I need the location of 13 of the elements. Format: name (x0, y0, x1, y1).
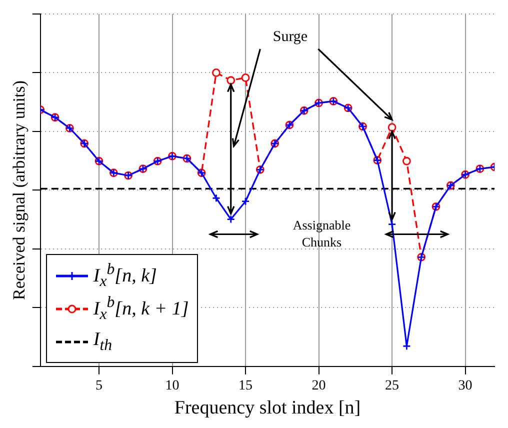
text: Surge (272, 28, 308, 45)
annotation: Assignable Chunks (292, 218, 351, 250)
legend-label: I$_{th}$ (93, 328, 112, 355)
x-tick-label: 10 (165, 378, 180, 394)
x-tick-label: 30 (458, 378, 472, 394)
x-tick-label: 25 (385, 378, 400, 394)
x-axis-title: Frequency slot index [n] (174, 398, 361, 419)
y-axis-title: Received signal (arbitrary units) (10, 80, 29, 300)
legend-label: I$_{x}$$^{b}$[n, k + 1] (93, 294, 189, 324)
x-tick-label: 20 (312, 378, 326, 394)
x-tick-label: 5 (96, 378, 103, 394)
x-tick-label: 15 (238, 378, 253, 394)
legend-label: I$_{x}$$^{b}$[n, k] (93, 260, 157, 291)
